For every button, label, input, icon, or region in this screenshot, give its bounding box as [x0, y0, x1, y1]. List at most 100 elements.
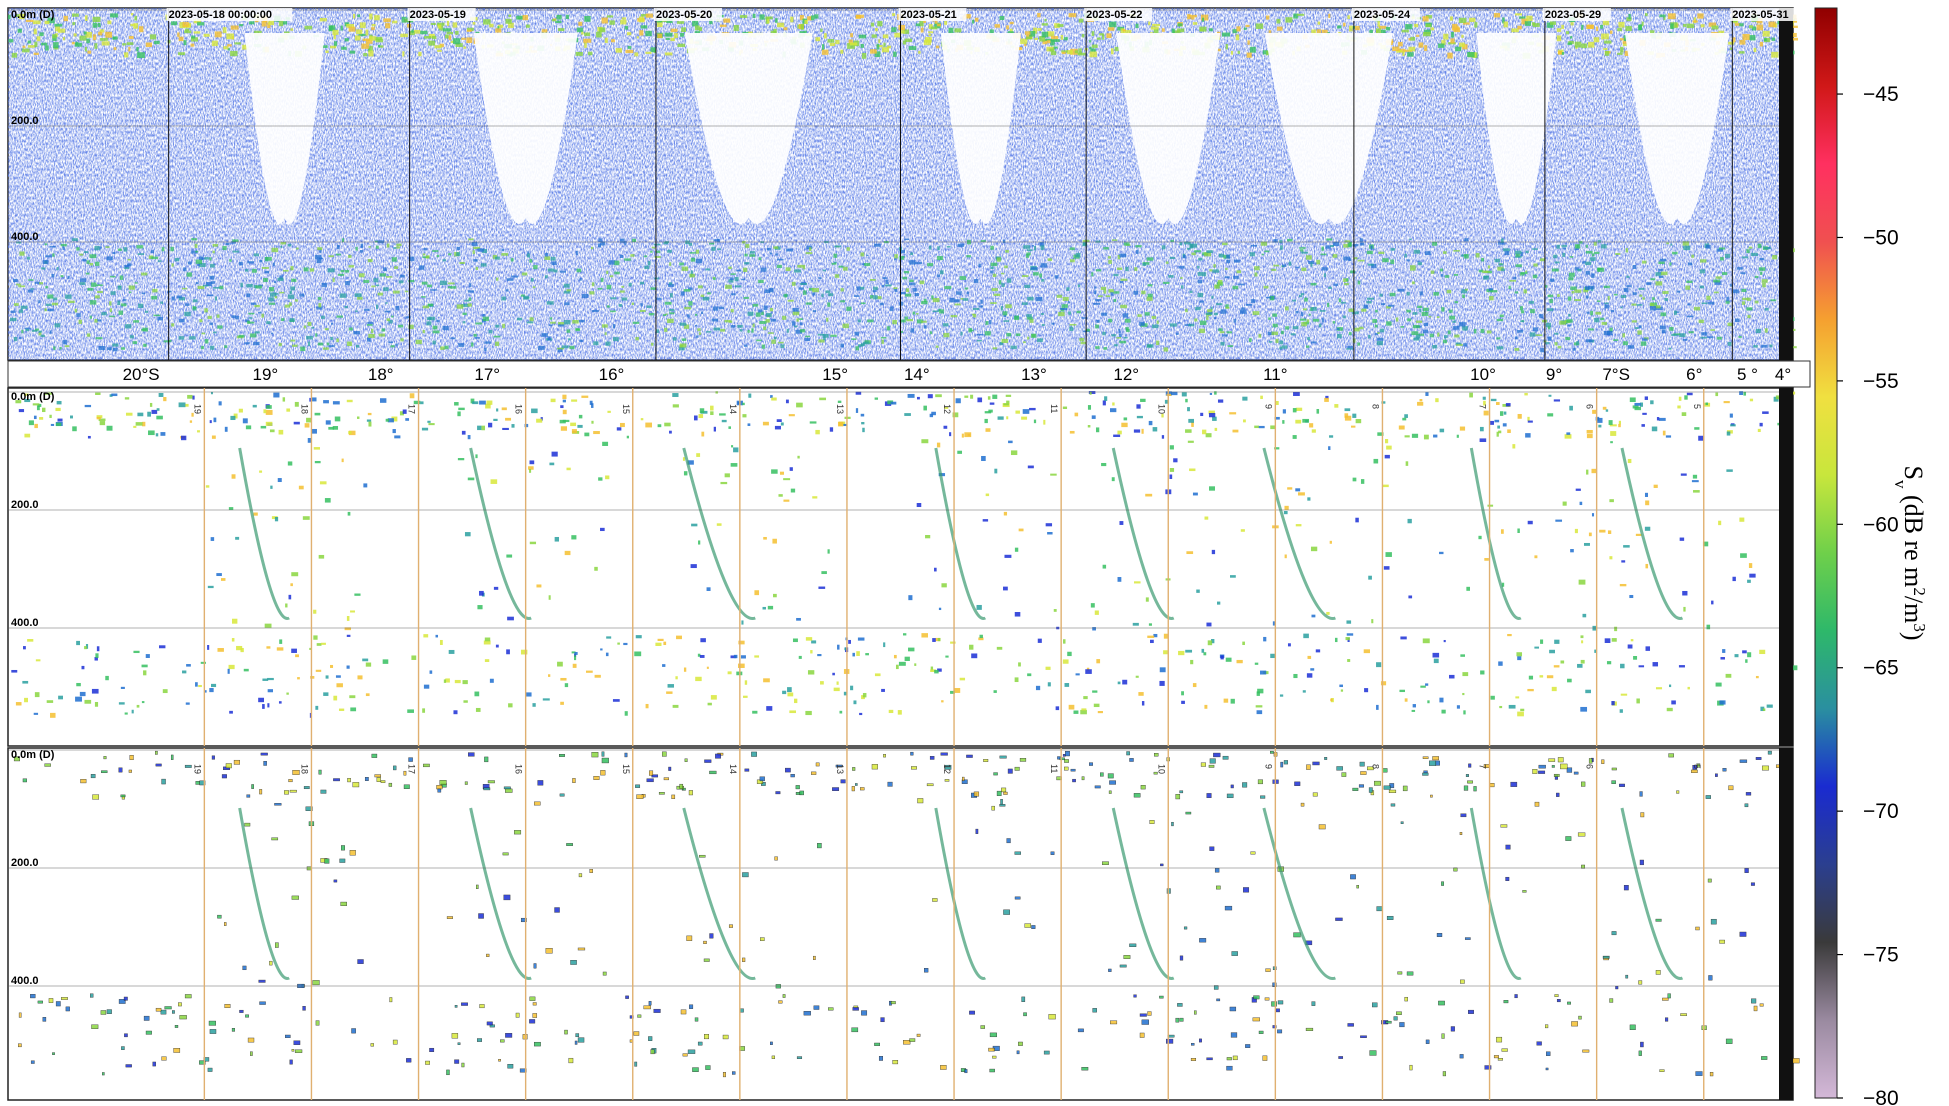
- deep-scattering-layer: [759, 320, 767, 324]
- deep-scattering-layer: [600, 241, 606, 246]
- deep-scattering-layer: [345, 281, 350, 286]
- echo-patch: [529, 460, 535, 465]
- surface-echo: [1711, 25, 1719, 30]
- surface-echo: [36, 36, 41, 42]
- deep-scattering-layer: [1719, 247, 1726, 250]
- surface-echo: [22, 45, 26, 49]
- colorbar-tick-label: −65: [1863, 657, 1899, 680]
- echo-patch: [270, 485, 273, 489]
- echo-patch: [1007, 768, 1013, 774]
- deep-scattering-layer: [823, 336, 826, 341]
- echo-patch: [333, 695, 338, 701]
- echo-patch: [1739, 517, 1745, 522]
- deep-scattering-layer: [422, 256, 429, 259]
- deep-scattering-layer: [171, 263, 174, 267]
- deep-scattering-layer: [95, 261, 100, 266]
- echo-patch: [224, 1004, 231, 1009]
- surface-echo: [436, 22, 445, 26]
- deep-scattering-layer: [1359, 326, 1364, 330]
- echo-patch: [1540, 639, 1544, 644]
- deep-scattering-layer: [52, 253, 55, 257]
- echo-patch: [1680, 473, 1687, 476]
- echo-patch: [15, 400, 22, 404]
- surface-echo: [242, 44, 249, 50]
- echo-patch: [1567, 1001, 1571, 1005]
- deep-scattering-layer: [1312, 318, 1320, 322]
- deep-scattering-layer: [1390, 259, 1395, 265]
- deep-scattering-layer: [628, 282, 632, 287]
- echo-patch: [467, 435, 471, 440]
- deep-scattering-layer: [695, 313, 698, 316]
- deep-scattering-layer: [794, 325, 798, 328]
- deep-scattering-layer: [112, 343, 119, 347]
- echo-patch: [650, 1049, 655, 1055]
- surface-echo: [1451, 25, 1459, 31]
- surface-echo: [1728, 41, 1735, 45]
- deep-scattering-layer: [1432, 345, 1438, 349]
- deep-scattering-layer: [470, 342, 474, 347]
- deep-scattering-layer: [1113, 291, 1120, 294]
- echo-patch: [871, 764, 878, 770]
- echo-patch: [211, 683, 217, 688]
- echo-patch: [252, 404, 257, 408]
- echo-patch: [1745, 792, 1752, 796]
- echo-patch: [1287, 487, 1293, 490]
- echo-patch: [1284, 505, 1289, 510]
- surface-echo: [53, 46, 59, 50]
- surface-echo: [1617, 52, 1623, 55]
- deep-scattering-layer: [263, 278, 268, 282]
- deep-scattering-layer: [1027, 296, 1034, 301]
- echo-patch: [994, 468, 998, 474]
- deep-scattering-layer: [1292, 326, 1299, 330]
- deep-scattering-layer: [1118, 333, 1122, 337]
- deep-scattering-layer: [1422, 307, 1429, 312]
- echo-patch: [1747, 579, 1751, 583]
- surface-echo: [1109, 21, 1117, 28]
- deep-scattering-layer: [1301, 267, 1307, 272]
- date-label-bg: [1730, 8, 1799, 21]
- echo-patch: [1497, 425, 1501, 429]
- echo-patch: [218, 401, 222, 406]
- echo-patch: [1432, 652, 1440, 658]
- echo-patch: [679, 783, 684, 789]
- deep-scattering-layer: [711, 318, 719, 322]
- echo-patch: [1621, 560, 1626, 563]
- echo-patch: [606, 636, 612, 639]
- echo-patch: [429, 670, 433, 674]
- echo-patch: [91, 688, 99, 694]
- echo-patch: [405, 418, 410, 421]
- surface-echo: [434, 45, 442, 49]
- echo-patch: [1560, 763, 1568, 770]
- latitude-label: 5 °: [1737, 365, 1758, 384]
- echo-patch: [827, 549, 830, 554]
- echo-patch: [605, 475, 610, 480]
- echo-patch: [75, 696, 82, 702]
- deep-scattering-layer: [902, 276, 908, 280]
- surface-echo: [1317, 21, 1321, 25]
- echo-patch: [92, 794, 100, 800]
- echo-patch: [294, 1049, 303, 1053]
- deep-scattering-layer: [1453, 273, 1459, 276]
- surface-echo: [25, 19, 34, 22]
- deep-scattering-layer: [1455, 343, 1463, 346]
- deep-scattering-layer: [271, 247, 279, 253]
- deep-scattering-layer: [1332, 254, 1338, 258]
- echo-patch: [1705, 402, 1708, 406]
- echo-patch: [1528, 675, 1534, 680]
- echo-patch: [1496, 1036, 1503, 1043]
- echo-patch: [520, 917, 527, 923]
- deep-scattering-layer: [576, 268, 582, 273]
- surface-echo: [1369, 29, 1373, 36]
- deep-scattering-layer: [456, 304, 464, 309]
- surface-echo: [1090, 48, 1096, 52]
- deep-scattering-layer: [600, 277, 604, 282]
- echo-patch: [1397, 971, 1403, 975]
- deep-scattering-layer: [752, 323, 755, 328]
- surface-echo: [1626, 17, 1632, 22]
- deep-scattering-layer: [214, 296, 218, 301]
- deep-scattering-layer: [690, 270, 693, 275]
- echo-patch: [533, 1041, 541, 1047]
- deep-scattering-layer: [1487, 265, 1491, 269]
- deep-scattering-layer: [1437, 332, 1440, 337]
- deep-scattering-layer: [903, 270, 910, 274]
